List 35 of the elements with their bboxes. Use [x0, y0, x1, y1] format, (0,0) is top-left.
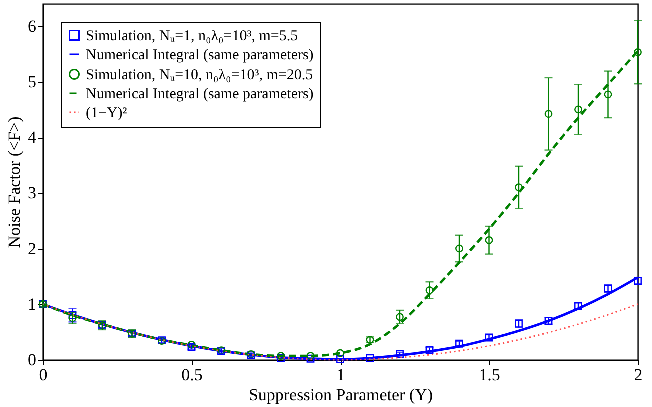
x-tick-label: 1.5: [479, 366, 500, 384]
point: [306, 352, 315, 360]
x-axis-title: Suppression Parameter (Y): [248, 386, 434, 404]
point: [456, 244, 464, 253]
point: [634, 48, 642, 56]
legend-label: Simulation, Nᵤ=10, n₀λ₀=10³, m=20.5: [86, 68, 314, 84]
point: [515, 184, 523, 192]
point: [336, 355, 344, 364]
legend-label: Numerical Integral (same parameters): [86, 48, 314, 64]
point: [366, 354, 374, 362]
y-tick-label: 3: [28, 184, 36, 203]
legend-label: (1−Y)²: [86, 106, 128, 122]
point: [188, 341, 196, 349]
point: [426, 286, 434, 294]
point: [604, 90, 612, 99]
x-tick-label: 2: [634, 366, 643, 384]
point: [396, 313, 404, 322]
y-tick-label: 6: [28, 16, 36, 36]
y-tick-label: 4: [28, 128, 37, 147]
legend-label: Numerical Integral (same parameters): [86, 86, 314, 102]
y-axis-title: Noise Factor (<F>): [5, 116, 24, 248]
x-tick-label: 1: [336, 366, 346, 384]
point: [396, 350, 404, 358]
y-tick-label: 1: [28, 294, 36, 314]
y-tick-label: 2: [28, 239, 36, 258]
point: [336, 349, 344, 358]
legend-label: Simulation, Nᵤ=1, n₀λ₀=10³, m=5.5: [86, 28, 298, 44]
point: [574, 106, 582, 114]
x-tick-label: 0.5: [182, 366, 203, 384]
point: [68, 314, 77, 322]
point: [544, 110, 553, 118]
y-tick-label: 5: [28, 72, 36, 92]
y-tick-label: 0: [28, 350, 36, 370]
point: [485, 236, 494, 244]
point: [68, 312, 77, 320]
